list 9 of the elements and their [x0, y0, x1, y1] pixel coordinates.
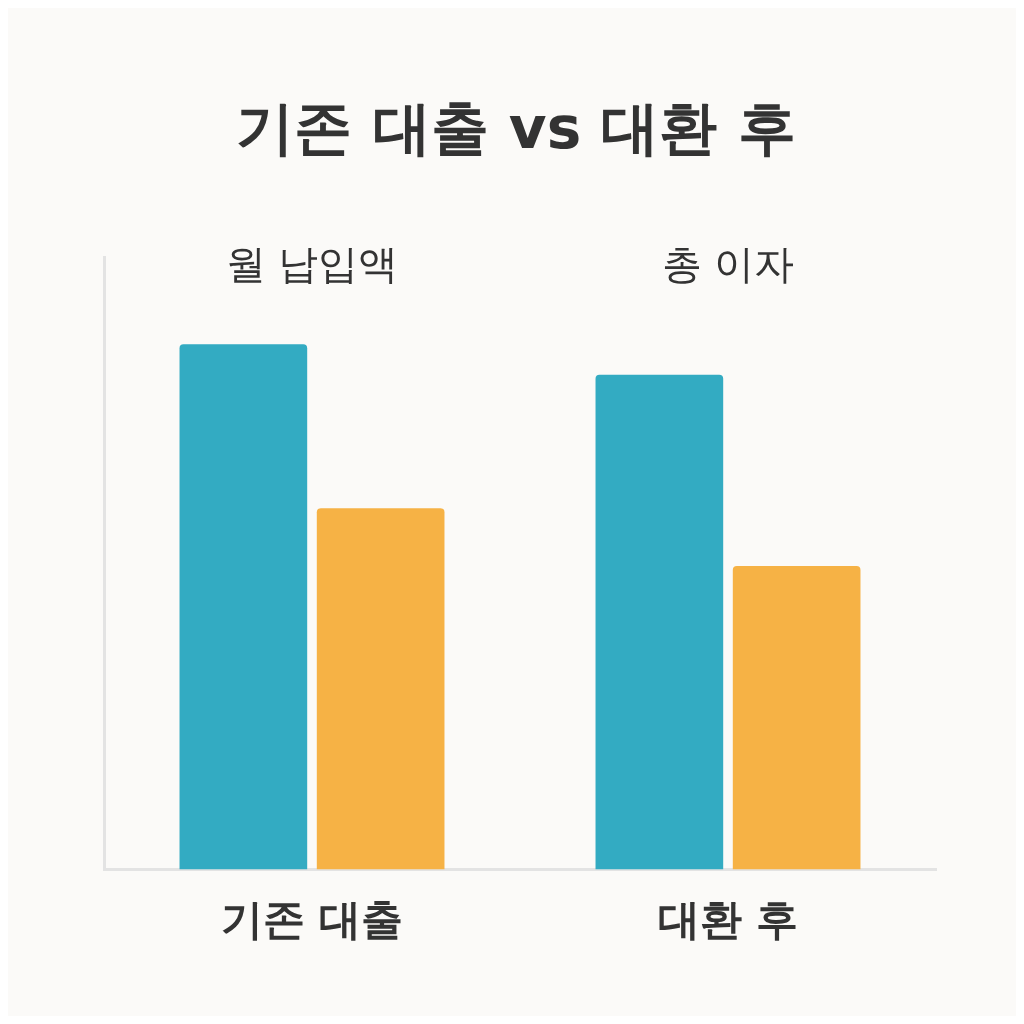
- bar: [732, 565, 861, 870]
- bar: [179, 344, 308, 870]
- text: 월 납입액: [225, 240, 399, 287]
- x-tick-label: 기존 대출: [220, 894, 404, 944]
- bar: [316, 508, 445, 870]
- text: 총 이자: [661, 240, 795, 287]
- bar: [595, 374, 724, 870]
- chart-title: 기존 대출 vs 대환 후: [236, 93, 796, 162]
- x-tick-label: 대환 후: [657, 894, 799, 944]
